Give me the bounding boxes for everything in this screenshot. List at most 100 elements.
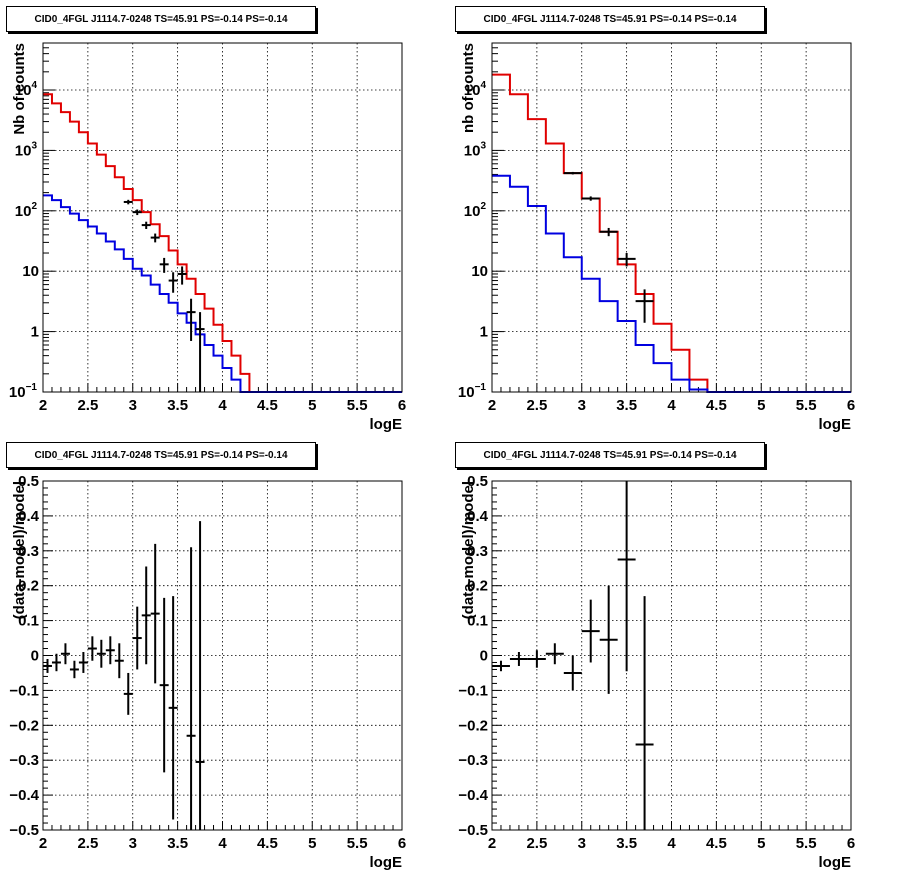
data-point [141, 566, 151, 665]
data-point [186, 298, 196, 341]
x-tick-label: 2.5 [77, 835, 98, 852]
x-axis-label: logE [370, 854, 403, 871]
x-tick-label: 4.5 [257, 397, 278, 414]
x-tick-label: 4 [218, 397, 227, 414]
data-point [87, 636, 97, 661]
data-point [69, 660, 79, 679]
x-tick-label: 5 [757, 397, 765, 414]
y-tick-mantissa: 10 [464, 82, 481, 99]
y-tick-exponent: 3 [31, 140, 37, 151]
plot-frame [491, 480, 852, 831]
y-tick-exponent: 4 [480, 80, 486, 91]
y-tick-label: 0.4 [467, 508, 489, 525]
plot-frame [42, 480, 403, 831]
data-point [492, 660, 510, 672]
y-tick-exponent: 4 [31, 80, 37, 91]
data-point [123, 672, 133, 715]
chart-residuals-right: 2 2.5 3 3.5 4 4.5 5 5.5 6 −0.5 −0.4 −0.3 −0.2 −0.1 0 0.… [458, 473, 855, 871]
x-tick-label: 2.5 [77, 397, 98, 414]
data-point [617, 253, 636, 267]
y-tick-label: 10 [22, 263, 39, 280]
y-tick-mantissa: 10 [15, 82, 32, 99]
x-tick-label: 4.5 [257, 835, 278, 852]
y-tick-label: −0.3 [9, 752, 39, 769]
x-tick-label: 6 [398, 397, 406, 414]
x-tick-label: 2 [488, 835, 496, 852]
panel-residuals-right: 2 2.5 3 3.5 4 4.5 5 5.5 6 −0.5 −0.4 −0.3 −0.2 −0.1 0 0.… [449, 437, 898, 875]
x-tick-label: 3.5 [616, 835, 637, 852]
x-tick-label: 2.5 [526, 835, 547, 852]
y-tick-label: −0.5 [458, 822, 488, 839]
panel-spectrum-left: 2 2.5 3 3.5 4 4.5 5 5.5 6 10−1 1 10 102 103 104 logE Nb … [0, 0, 449, 437]
x-tick-label: 3.5 [167, 397, 188, 414]
y-tick-label: 10−1 [458, 382, 487, 401]
y-tick-exponent: 2 [31, 201, 37, 212]
data-point [195, 521, 205, 830]
y-tick-label: 103 [15, 140, 38, 159]
chart-title: CID0_4FGL J1114.7-0248 TS=45.91 PS=-0.14… [455, 442, 765, 468]
y-tick-label: 104 [464, 80, 487, 99]
chart-title: CID0_4FGL J1114.7-0248 TS=45.91 PS=-0.14… [6, 6, 316, 32]
data-point [150, 543, 160, 684]
y-tick-label: 103 [464, 140, 487, 159]
x-tick-label: 2 [39, 835, 47, 852]
y-tick-label: 0.2 [18, 578, 39, 595]
x-tick-label: 5.5 [347, 835, 368, 852]
x-tick-label: 4 [667, 397, 676, 414]
x-tick-label: 5.5 [796, 835, 817, 852]
chart-spectrum-left: 2 2.5 3 3.5 4 4.5 5 5.5 610−1110102103104logENb … [9, 42, 406, 433]
x-tick-label: 4.5 [706, 835, 727, 852]
data-point [60, 643, 70, 665]
data-point [132, 209, 142, 216]
plot-frame [491, 42, 852, 393]
y-axis-label: Nb of counts [11, 43, 28, 135]
y-tick-label: 0.4 [18, 508, 40, 525]
data-point [563, 171, 582, 175]
y-tick-label: 102 [464, 201, 487, 220]
x-tick-label: 3 [578, 835, 586, 852]
data-point [545, 643, 564, 665]
chart-title: CID0_4FGL J1114.7-0248 TS=45.91 PS=-0.14… [6, 442, 316, 468]
x-tick-label: 3 [129, 835, 137, 852]
y-tick-label: −0.4 [9, 787, 39, 804]
data-point [51, 653, 61, 672]
data-point [186, 547, 196, 830]
data-point [114, 643, 124, 679]
x-tick-label: 5 [308, 835, 316, 852]
data-point [599, 227, 618, 237]
chart-title: CID0_4FGL J1114.7-0248 TS=45.91 PS=-0.14… [455, 6, 765, 32]
x-tick-label: 4.5 [706, 397, 727, 414]
x-tick-label: 5 [757, 835, 765, 852]
y-tick-exponent: 2 [480, 201, 486, 212]
y-tick-label: 0.2 [467, 578, 488, 595]
data-point [635, 289, 654, 323]
data-point [78, 652, 88, 673]
x-tick-label: 2.5 [526, 397, 547, 414]
x-tick-label: 2 [39, 397, 47, 414]
data-point [150, 233, 160, 243]
y-tick-exponent: 3 [480, 140, 486, 151]
x-tick-label: 6 [398, 835, 406, 852]
y-tick-label: 0.3 [467, 543, 488, 560]
y-tick-label: 0.5 [467, 473, 488, 490]
y-tick-mantissa: 10 [9, 384, 26, 401]
y-axis-label: nb of counts [460, 43, 477, 133]
x-tick-label: 3.5 [167, 835, 188, 852]
y-tick-exponent: −1 [475, 382, 487, 393]
chart-spectrum-right: 2 2.5 3 3.5 4 4.5 5 5.5 610−1110102103104logEnb … [458, 42, 855, 433]
data-point [509, 652, 528, 666]
y-tick-mantissa: 10 [458, 384, 475, 401]
y-tick-label: −0.5 [9, 822, 39, 839]
y-tick-label: −0.4 [458, 787, 488, 804]
data-point [177, 266, 187, 285]
data-point [581, 599, 600, 663]
x-tick-label: 2 [488, 397, 496, 414]
y-axis-label: (data-model)/model [460, 481, 477, 619]
x-tick-label: 3 [129, 397, 137, 414]
y-tick-label: 10−1 [9, 382, 38, 401]
x-tick-label: 5.5 [796, 397, 817, 414]
y-tick-label: −0.2 [9, 717, 39, 734]
data-point [195, 312, 205, 392]
y-tick-label: 104 [15, 80, 38, 99]
x-tick-label: 4 [667, 835, 676, 852]
